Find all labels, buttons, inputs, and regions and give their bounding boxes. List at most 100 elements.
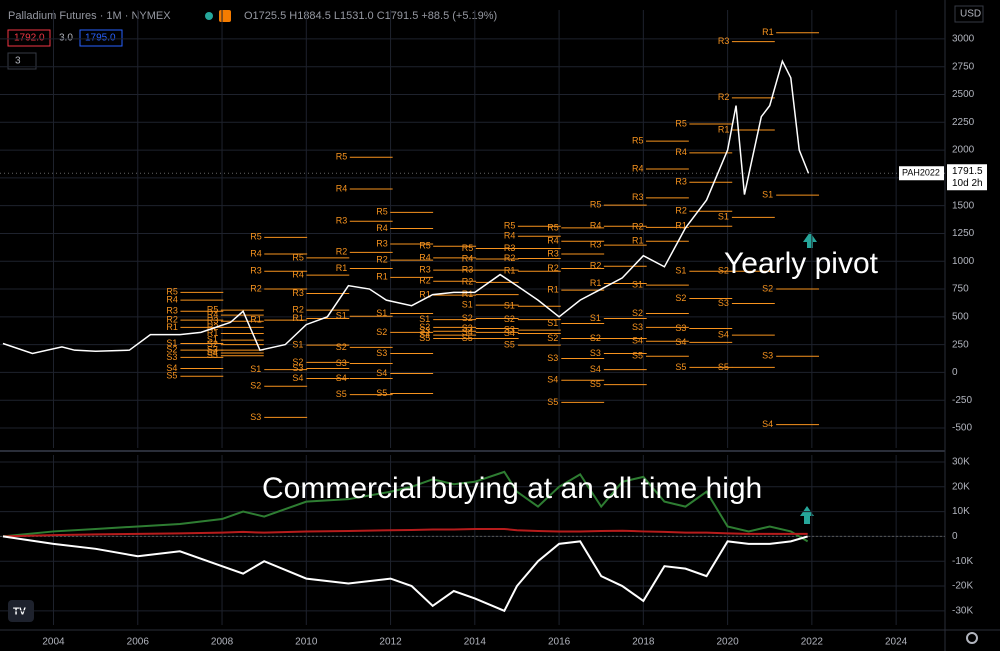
pivot-label: S5	[419, 333, 430, 343]
pivot-label: R2	[207, 322, 219, 332]
y-tick-label: 1250	[952, 228, 975, 239]
pivot-label: R2	[590, 261, 602, 271]
pivot-label: R2	[336, 247, 348, 257]
bid-box[interactable]	[7, 29, 51, 47]
pivot-label: S2	[504, 314, 515, 324]
pivot-label: R3	[250, 266, 262, 276]
pivot-label: S2	[419, 322, 430, 332]
pivot-label: R5	[376, 207, 388, 217]
settings-icon[interactable]	[966, 632, 978, 644]
pivot-label: S3	[250, 412, 261, 422]
pivot-label: S2	[762, 283, 773, 293]
pivot-label: R2	[504, 253, 516, 263]
pivot-label: S1	[547, 318, 558, 328]
pivot-label: S1	[632, 280, 643, 290]
pivot-label: S2	[250, 381, 261, 391]
pivot-label: S3	[336, 358, 347, 368]
pivot-label: R5	[632, 136, 644, 146]
pivot-label: R4	[547, 236, 559, 246]
pivot-label: S3	[292, 363, 303, 373]
pivot-label: R1	[250, 315, 262, 325]
pivot-label: S1	[292, 340, 303, 350]
pivot-label: R1	[675, 221, 687, 231]
pivot-label: R5	[166, 287, 178, 297]
annotation: Commercial buying at an all time high	[262, 472, 762, 505]
indicator-toggle[interactable]	[7, 52, 37, 70]
x-tick-label: 2004	[42, 637, 65, 648]
pivot-label: R2	[292, 305, 304, 315]
pivot-label: S4	[632, 336, 643, 346]
pivot-label: S2	[207, 339, 218, 349]
pivot-label: R5	[547, 222, 559, 232]
pivot-label: R1	[590, 278, 602, 288]
price-tag	[947, 164, 987, 191]
x-tick-label: 2014	[464, 637, 487, 648]
spread: 3.0	[59, 33, 73, 44]
pivot-label: S2	[292, 357, 303, 367]
pivot-label: S2	[376, 327, 387, 337]
y-tick-label: 1500	[952, 200, 975, 211]
arrow	[803, 232, 817, 248]
pivot-label: S1	[166, 338, 177, 348]
pivot-label: R5	[675, 118, 687, 128]
pivot-label: R5	[590, 199, 602, 209]
pivot-label: R4	[250, 248, 262, 258]
pivot-label: S5	[207, 350, 218, 360]
price-tag-countdown: 10d 2h	[952, 178, 983, 189]
pivot-label: S5	[376, 388, 387, 398]
ask-box[interactable]	[79, 29, 123, 47]
x-tick-label: 2012	[379, 637, 402, 648]
pivot-label: S4	[292, 373, 303, 383]
pivot-label: R5	[336, 152, 348, 162]
pivot-label: S2	[632, 308, 643, 318]
pivot-label: R4	[419, 252, 431, 262]
pivot-label: S3	[207, 345, 218, 355]
pivot-label: S2	[590, 333, 601, 343]
pivot-label: R4	[336, 183, 348, 193]
pivot-label: S4	[462, 327, 473, 337]
pivot-label: R5	[504, 221, 516, 231]
pivot-label: S2	[336, 342, 347, 352]
pivot-label: S3	[632, 322, 643, 332]
pivot-label: R5	[462, 243, 474, 253]
grid-layer	[0, 10, 945, 625]
pivot-label: S1	[376, 308, 387, 318]
pivot-label: S4	[590, 364, 601, 374]
pivot-label: S4	[376, 368, 387, 378]
pivot-label: S3	[462, 323, 473, 333]
ask: 1795.0	[85, 33, 116, 44]
y-tick-label: 2250	[952, 117, 975, 128]
y-tick-label: 2500	[952, 89, 975, 100]
pivot-label: R4	[166, 295, 178, 305]
currency-box[interactable]	[954, 5, 984, 23]
x-tick-label: 2016	[548, 637, 571, 648]
pivot-label: R3	[632, 192, 644, 202]
pivot-label: S2	[166, 345, 177, 355]
pivot-label: R1	[762, 27, 774, 37]
pivot-label: R3	[590, 239, 602, 249]
pivot-label: S2	[718, 266, 729, 276]
pivot-label: R2	[166, 315, 178, 325]
pivot-label: R4	[462, 253, 474, 263]
pivot-label: R3	[376, 238, 388, 248]
pivot-label: S4	[419, 330, 430, 340]
x-tick-label: 2020	[716, 637, 739, 648]
x-tick-label: 2024	[885, 637, 908, 648]
x-tick-label: 2008	[211, 637, 234, 648]
pivot-label: R4	[675, 147, 687, 157]
y-tick-label: -30K	[952, 605, 973, 616]
series-line	[2, 527, 808, 538]
bid: 1792.0	[14, 33, 45, 44]
x-tick-label: 2022	[801, 637, 824, 648]
pivot-label: R5	[419, 241, 431, 251]
pivot-label: S5	[462, 333, 473, 343]
flag	[219, 10, 231, 22]
pivot-label: S5	[166, 371, 177, 381]
y-tick-label: 2000	[952, 145, 975, 156]
pivot-label: R3	[504, 243, 516, 253]
pivot-label: S4	[207, 347, 218, 357]
pivot-label: S3	[718, 298, 729, 308]
pivot-label: R4	[632, 163, 644, 173]
pivot-label: S1	[762, 189, 773, 199]
